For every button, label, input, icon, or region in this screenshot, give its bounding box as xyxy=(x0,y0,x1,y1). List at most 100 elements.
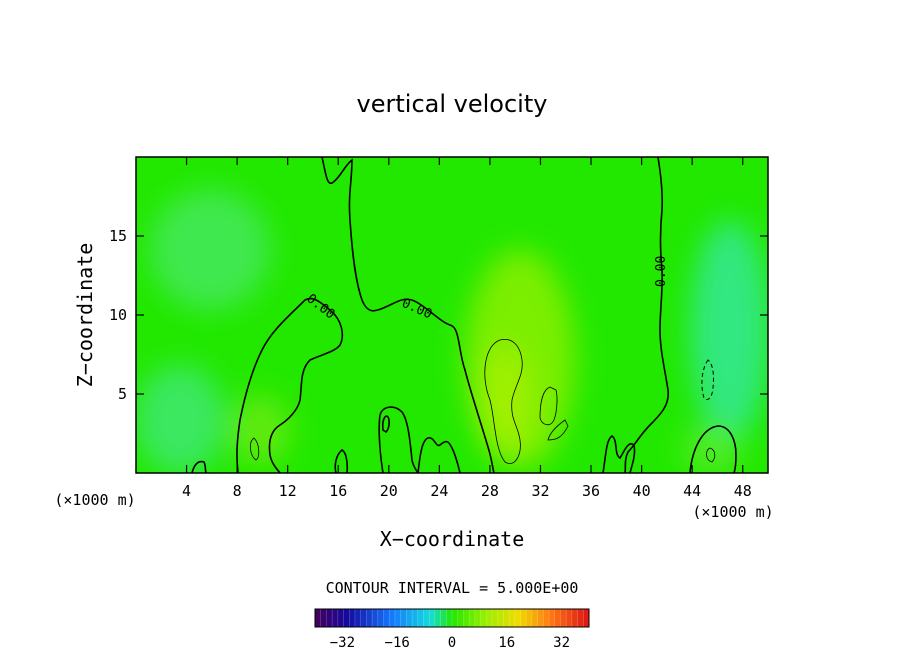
field-blob-upper-left xyxy=(150,190,270,310)
colorbar-swatch xyxy=(320,609,327,627)
contour-positive-small-3 xyxy=(250,437,260,461)
x-tick-label: 8 xyxy=(233,482,242,500)
colorbar-swatch xyxy=(503,609,510,627)
field-blob-lower-left xyxy=(230,395,290,465)
colorbar-swatch xyxy=(526,609,533,627)
field-blob-right xyxy=(690,220,768,440)
colorbar-swatch xyxy=(497,609,504,627)
colorbar-swatch xyxy=(457,609,464,627)
colorbar-swatch xyxy=(474,609,481,627)
x-tick-label: 44 xyxy=(683,482,701,500)
field-blob-center-core xyxy=(480,345,530,455)
colorbar-swatch xyxy=(394,609,401,627)
colorbar-swatch xyxy=(531,609,538,627)
x-axis-label: X−coordinate xyxy=(380,527,525,551)
colorbar-swatch xyxy=(440,609,447,627)
contour-positive-small-1 xyxy=(539,386,558,426)
colorbar xyxy=(314,609,590,627)
colorbar-swatch xyxy=(417,609,424,627)
colorbar-swatch xyxy=(491,609,498,627)
colorbar-swatch xyxy=(486,609,493,627)
colorbar-swatch xyxy=(434,609,441,627)
contour-small-loop-4 xyxy=(381,415,390,434)
contour-interval-text: CONTOUR INTERVAL = 5.000E+00 xyxy=(326,579,579,597)
zero-contour-right xyxy=(624,157,670,473)
colorbar-swatch xyxy=(537,609,544,627)
contour-wiggle-1 xyxy=(417,437,461,473)
colorbar-frame xyxy=(314,608,590,628)
colorbar-swatch xyxy=(543,609,550,627)
contour-positive-center xyxy=(484,338,523,464)
colorbar-swatch xyxy=(337,609,344,627)
colorbar-swatch xyxy=(509,609,516,627)
x-axis-ticks: 4 8 12 16 20 24 28 32 36 40 44 48 xyxy=(182,157,752,500)
colorbar-swatch xyxy=(480,609,487,627)
x-tick-label: 36 xyxy=(582,482,600,500)
colorbar-swatch xyxy=(315,609,322,627)
x-tick-label: 40 xyxy=(633,482,651,500)
x-tick-label: 12 xyxy=(279,482,297,500)
colorbar-swatch xyxy=(360,609,367,627)
contour-lines-thin xyxy=(250,338,716,464)
colorbar-swatch xyxy=(446,609,453,627)
colorbar-tick-label: 32 xyxy=(553,635,570,651)
colorbar-swatch xyxy=(577,609,584,627)
y-tick-label: 5 xyxy=(118,385,127,403)
colorbar-ticks: −32 −16 0 16 32 xyxy=(330,635,570,651)
y-tick-label: 15 xyxy=(109,227,127,245)
colorbar-tick-label: −16 xyxy=(385,635,410,651)
x-tick-label: 28 xyxy=(481,482,499,500)
x-unit-right: (×1000 m) xyxy=(692,503,773,521)
colorbar-swatch xyxy=(377,609,384,627)
colorbar-swatch xyxy=(400,609,407,627)
y-tick-label: 10 xyxy=(109,306,127,324)
colorbar-swatch xyxy=(412,609,419,627)
colorbar-swatch xyxy=(406,609,413,627)
colorbar-swatch xyxy=(514,609,521,627)
colorbar-swatch xyxy=(520,609,527,627)
colorbar-swatch xyxy=(349,609,356,627)
x-unit-left: (×1000 m) xyxy=(54,491,135,509)
colorbar-swatch xyxy=(343,609,350,627)
colorbar-swatch xyxy=(554,609,561,627)
chart-title: vertical velocity xyxy=(357,90,548,118)
colorbar-swatch xyxy=(423,609,430,627)
colorbar-swatch xyxy=(389,609,396,627)
colorbar-swatch xyxy=(463,609,470,627)
colorbar-swatch xyxy=(326,609,333,627)
contour-lines xyxy=(191,157,737,473)
x-tick-label: 16 xyxy=(329,482,347,500)
colorbar-swatch xyxy=(571,609,578,627)
y-axis-ticks: 5 10 15 xyxy=(109,227,768,403)
colorbar-swatch xyxy=(452,609,459,627)
x-tick-label: 4 xyxy=(182,482,191,500)
colorbar-swatch xyxy=(583,609,590,627)
x-tick-label: 48 xyxy=(734,482,752,500)
contour-negative-dashed xyxy=(701,359,714,401)
field-blob-left xyxy=(136,365,225,473)
colorbar-swatch xyxy=(366,609,373,627)
zero-contour-left xyxy=(236,297,344,473)
zero-contour-main xyxy=(321,157,495,473)
colorbar-tick-label: 0 xyxy=(448,635,456,651)
x-tick-label: 24 xyxy=(430,482,448,500)
contour-positive-small-2 xyxy=(547,419,569,441)
colorbar-swatch xyxy=(560,609,567,627)
x-tick-label: 32 xyxy=(531,482,549,500)
contour-small-loop-2 xyxy=(334,449,349,473)
contour-right-low-loop xyxy=(689,425,737,473)
colorbar-swatch xyxy=(372,609,379,627)
colorbar-swatch xyxy=(549,609,556,627)
x-tick-label: 20 xyxy=(380,482,398,500)
contour-small-loop-1 xyxy=(378,406,419,473)
colorbar-swatch xyxy=(354,609,361,627)
contour-label-3: 0.00 xyxy=(654,256,669,287)
contour-wiggle-2 xyxy=(602,435,636,473)
colorbar-swatch xyxy=(566,609,573,627)
contour-positive-small-4 xyxy=(706,447,716,463)
colorbar-tick-label: −32 xyxy=(330,635,355,651)
contour-small-loop-3 xyxy=(191,460,207,473)
colorbar-tick-label: 16 xyxy=(498,635,515,651)
colorbar-swatch xyxy=(429,609,436,627)
colorbar-swatch xyxy=(383,609,390,627)
